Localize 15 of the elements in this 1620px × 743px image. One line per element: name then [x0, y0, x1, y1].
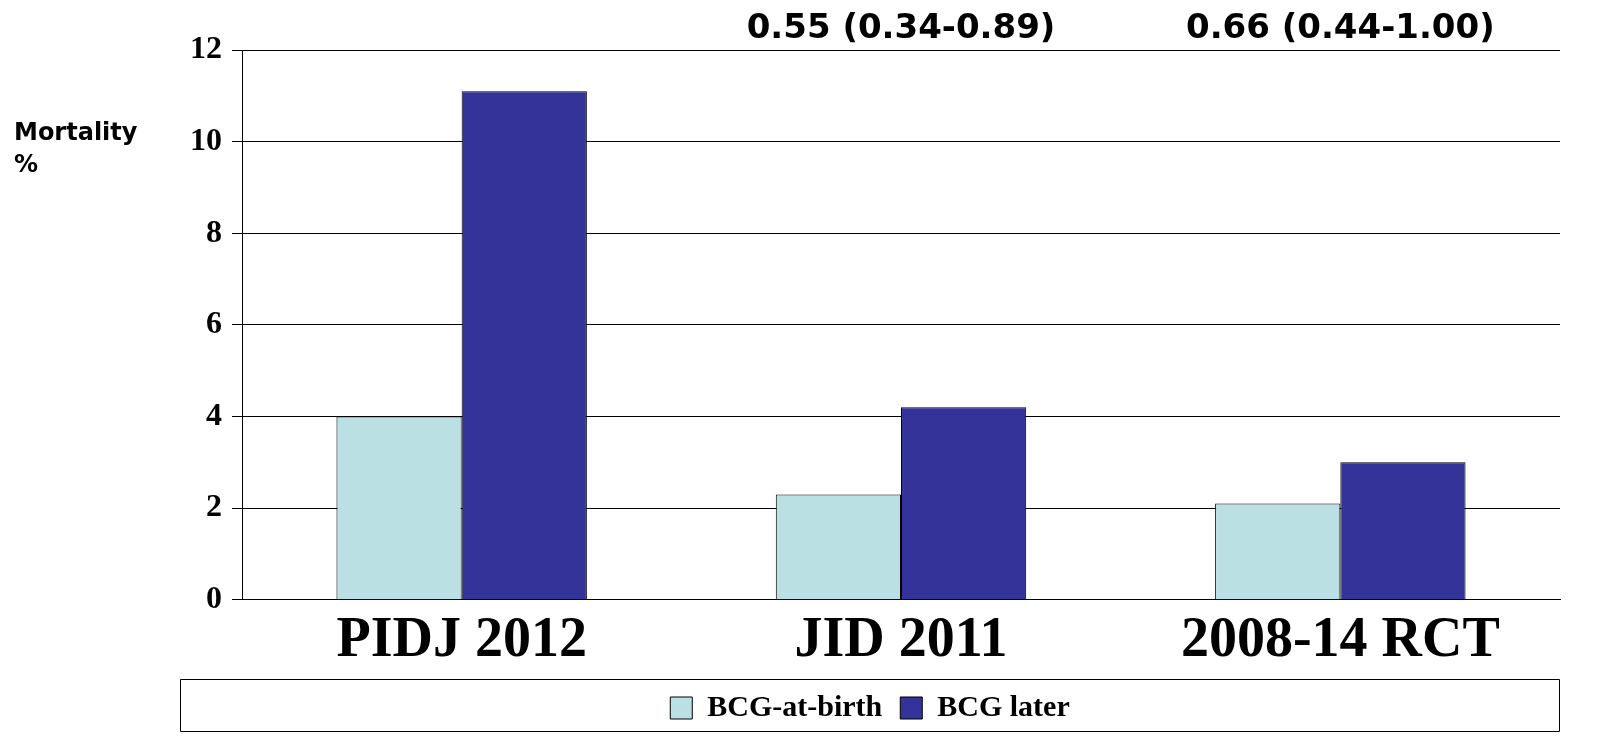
x-tick-label: JID 2011 — [794, 605, 1008, 668]
y-axis-title: Mortality % — [14, 117, 138, 178]
text: 0.66 (0.44-1.00) — [1185, 5, 1495, 46]
y-tick-label: 2 — [206, 487, 222, 524]
y-tick-label: 8 — [206, 212, 222, 249]
y-tick-label: 12 — [190, 29, 222, 66]
y-tick-label: 0 — [206, 579, 222, 616]
legend-label: BCG later — [937, 688, 1070, 722]
legend-label: BCG-at-birth — [707, 688, 883, 722]
y-tick-label: 4 — [206, 395, 222, 432]
x-tick-label: 2008-14 RCT — [1180, 605, 1500, 668]
y-tick-label: 10 — [190, 120, 222, 157]
x-tick-label: PIDJ 2012 — [336, 605, 587, 668]
y-tick-label: 6 — [206, 304, 222, 341]
text: 0.55 (0.34-0.89) — [746, 5, 1056, 46]
